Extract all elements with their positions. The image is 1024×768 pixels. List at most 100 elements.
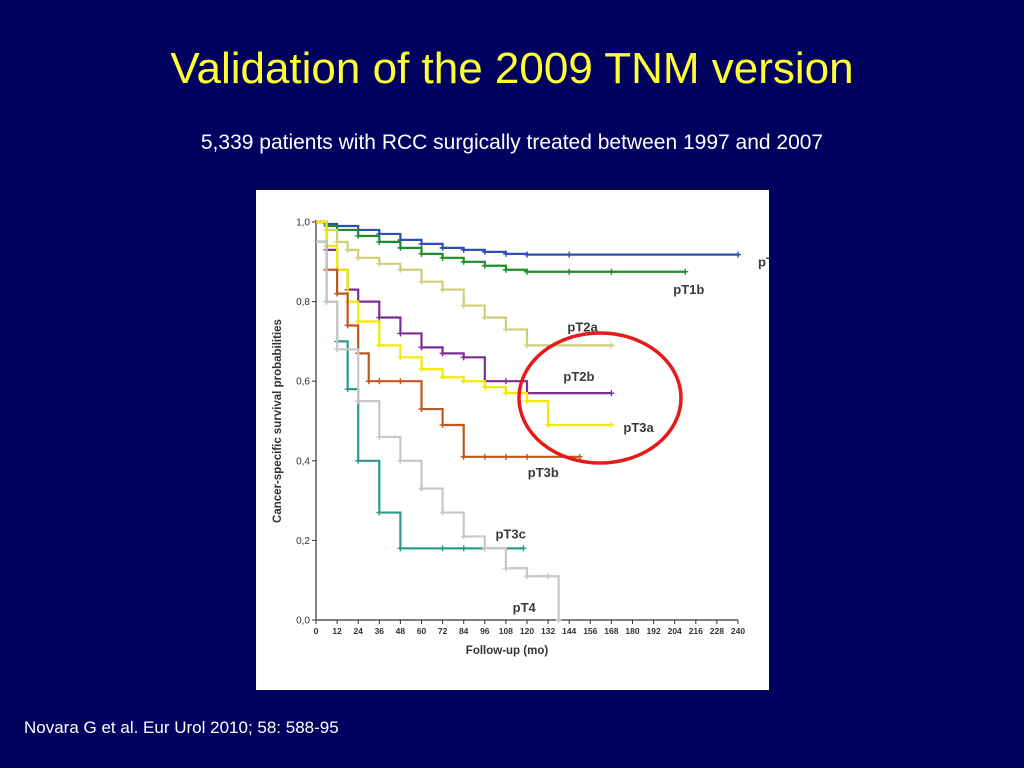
series-pt1b-censor-mark — [608, 268, 615, 275]
series-pt4-censor-mark — [323, 298, 330, 305]
y-tick-label: 0,2 — [296, 536, 310, 547]
series-pt3b-censor-mark — [502, 453, 509, 460]
x-tick-label: 192 — [647, 626, 661, 636]
series-pt4-censor-mark — [524, 573, 530, 580]
series-pt2a-censor-mark — [439, 286, 446, 293]
x-tick-label: 132 — [541, 626, 555, 636]
series-pt1b-censor-mark — [355, 232, 362, 239]
series-pt3b-censor-mark — [576, 453, 583, 460]
x-tick-label: 120 — [520, 626, 534, 636]
series-pt4-censor-mark — [502, 565, 509, 572]
series-pt3a-censor-mark — [355, 318, 362, 325]
series-pt1b-censor-mark — [524, 268, 530, 275]
x-tick-label: 216 — [689, 626, 703, 636]
slide-subtitle: 5,339 patients with RCC surgically treat… — [200, 131, 824, 154]
x-tick-label: 0 — [314, 626, 319, 636]
series-pt2b-censor-mark — [418, 344, 425, 351]
series-pt1a-censor-mark — [460, 246, 467, 253]
series-pt4-censor-mark — [397, 457, 404, 464]
series-pt1b-censor-mark — [566, 268, 573, 275]
y-axis-title: Cancer-specific survival probabilities — [272, 319, 284, 523]
series-pt3c-censor-mark — [355, 457, 362, 464]
series-pt3b-censor-mark — [481, 453, 488, 460]
x-tick-label: 228 — [710, 626, 724, 636]
series-pt1b-line — [316, 220, 686, 273]
series-pt1a-censor-mark — [439, 244, 446, 251]
x-tick-label: 240 — [731, 626, 745, 636]
series-pt3a-censor-mark — [460, 378, 467, 385]
series-pt1b-censor-mark — [439, 254, 446, 261]
series-pt1a-censor-mark — [566, 251, 573, 258]
series-pt4-censor-mark — [418, 485, 425, 492]
y-tick-label: 0,0 — [296, 616, 310, 627]
series-pt3b-censor-mark — [439, 421, 446, 428]
series-pt3b-censor-mark — [418, 406, 425, 413]
x-tick-label: 156 — [583, 626, 597, 636]
series-pt2b-censor-mark — [502, 378, 509, 385]
series-pt1b-censor-mark — [481, 262, 488, 269]
series-pt3a-censor-mark — [397, 354, 404, 361]
series-pt3a-censor-mark — [502, 390, 509, 397]
series-pt2b-censor-mark — [376, 314, 383, 321]
series-pt1b-censor-mark — [460, 258, 467, 265]
series-pt2a-censor-mark — [418, 278, 425, 285]
series-pt2a-censor-mark — [334, 238, 341, 245]
x-tick-label: 60 — [417, 626, 427, 636]
y-tick-label: 1,0 — [296, 218, 310, 229]
x-tick-label: 168 — [604, 626, 618, 636]
series-pt3c-censor-mark — [397, 545, 404, 552]
series-pt3a-censor-mark — [545, 421, 552, 428]
y-tick-label: 0,8 — [296, 297, 310, 308]
series-pt1b-censor-mark — [397, 244, 404, 251]
series-pt3a-censor-mark — [481, 384, 488, 391]
series-pt3c-censor-mark — [520, 545, 527, 552]
x-tick-label: 108 — [499, 626, 513, 636]
series-pt3b-censor-mark — [376, 378, 383, 385]
series-pt2a-censor-mark — [344, 246, 351, 253]
series-pt3a-censor-mark — [418, 366, 425, 373]
series-pt2a-censor-mark — [376, 260, 383, 267]
series-pt3b-censor-mark — [344, 322, 351, 329]
series-pt4-censor-mark — [460, 533, 467, 540]
highlight-circle — [517, 331, 683, 465]
series-pt3c-censor-mark — [344, 386, 351, 393]
series-pt3b-censor-mark — [397, 378, 404, 385]
slide-title: Validation of the 2009 TNM version — [170, 44, 854, 93]
series-pt4-censor-mark — [481, 545, 488, 552]
series-pt4-censor-mark — [439, 509, 446, 516]
series-pt3b-censor-mark — [460, 453, 467, 460]
series-pt4-censor-mark — [376, 433, 383, 440]
series-pt4-censor-mark — [355, 398, 362, 405]
citation: Novara G et al. Eur Urol 2010; 58: 588-9… — [24, 718, 339, 737]
series-pt1b-censor-mark — [682, 268, 689, 275]
series-pt2b-censor-mark — [460, 354, 467, 361]
series-pt3a-censor-mark — [376, 342, 383, 349]
x-tick-label: 72 — [438, 626, 448, 636]
series-label-pt3b: pT3b — [528, 465, 559, 480]
series-pt4-censor-mark — [555, 617, 562, 623]
x-tick-label: 180 — [625, 626, 639, 636]
x-tick-label: 36 — [375, 626, 385, 636]
series-pt2a-censor-mark — [355, 254, 362, 261]
series-pt1b-censor-mark — [418, 250, 425, 257]
series-pt2b-censor-mark — [608, 390, 615, 397]
series-pt3a-line — [316, 220, 612, 427]
series-pt1a-censor-mark — [524, 251, 530, 258]
survival-chart-figure: 0,0 0,2 0,4 0,6 0,8 1,0 0 12 24 36 48 60 72 84 96 108 12… — [256, 190, 769, 690]
series-pt2a-censor-mark — [481, 314, 488, 321]
y-tick-label: 0,4 — [296, 456, 310, 467]
series-pt3b-censor-mark — [334, 290, 341, 297]
series-label-pt2b: pT2b — [563, 369, 594, 384]
x-axis-title: Follow-up (mo) — [466, 645, 549, 657]
series-pt2a-censor-mark — [608, 342, 615, 349]
series-pt3b-censor-mark — [524, 453, 530, 460]
series-pt1a-censor-mark — [481, 248, 488, 255]
series-pt3c-censor-mark — [460, 545, 467, 552]
series-pt2a-censor-mark — [502, 326, 509, 333]
series-pt3a-censor-mark — [608, 421, 615, 428]
series-pt2a-censor-mark — [397, 266, 404, 273]
x-tick-label: 96 — [480, 626, 490, 636]
series-label-pt2a: pT2a — [567, 319, 598, 334]
series-label-pt4: pT4 — [513, 600, 537, 615]
series-pt3a-censor-mark — [439, 374, 446, 381]
